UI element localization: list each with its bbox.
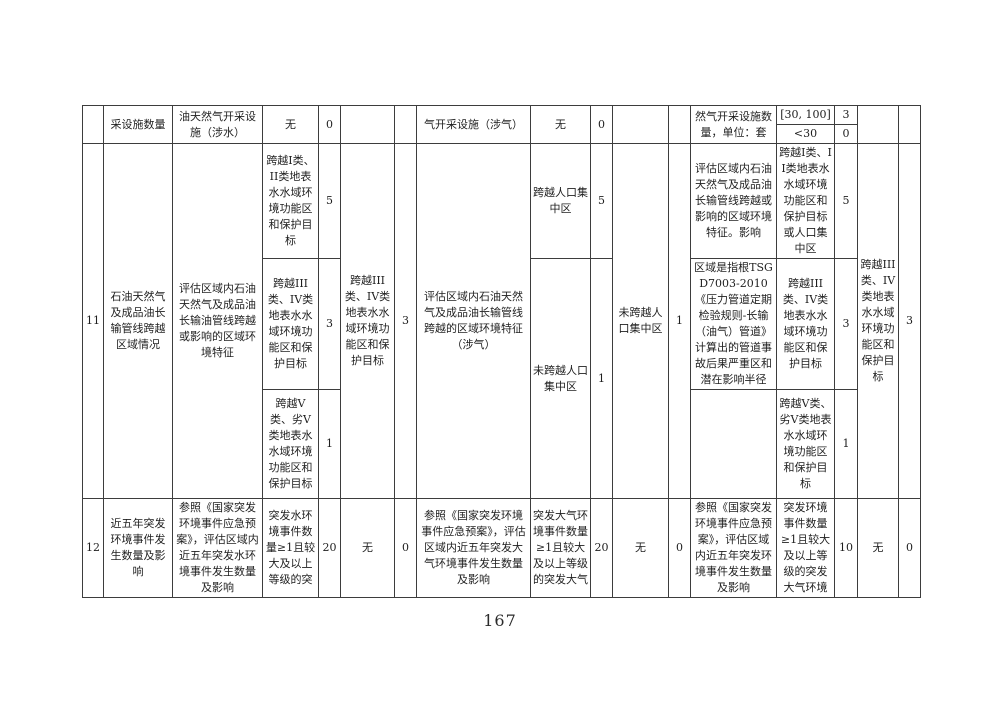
r11-air-content-cell: 评估区域内石油天然气及成品油长输管线跨越的区域环境特征（涉气） <box>416 143 531 499</box>
r11-water-grade-1-cell: 跨越I类、II类地表水水域环境功能区和保护目标 <box>262 143 319 259</box>
r12-air-grade-cell: 突发大气环境事件数量≥1且较大及以上等级的突发大气 <box>530 498 591 598</box>
r11-water-content-cell: 评估区域内石油天然气及成品油长输油管线跨越或影响的区域环境特征 <box>172 143 263 499</box>
r10-overall-grade-1-cell: [30, 100] <box>776 105 835 125</box>
r11-overall-grade-2-cell: 跨越III类、IV类地表水水域环境功能区和保护目标 <box>776 258 835 390</box>
r12-water-score-cell: 0 <box>394 498 417 598</box>
r11-overall-grade-3-cell: 跨越V类、劣V类地表水水域环境功能区和保护目标 <box>776 389 835 499</box>
r12-no-cell: 12 <box>82 498 104 598</box>
r11-water-result-cell: 跨越III类、IV类地表水水域环境功能区和保护目标 <box>340 143 395 499</box>
r11-water-points-2-cell: 3 <box>318 258 341 390</box>
r12-air-score-cell: 0 <box>668 498 691 598</box>
r10-water-points-cell: 0 <box>318 105 341 144</box>
r11-indicator-cell: 石油天然气及成品油长输管线跨越区域情况 <box>103 143 173 499</box>
r10-air-result-cell <box>612 105 669 144</box>
r11-overall-content-3-cell <box>690 389 777 499</box>
table-row: 跨越III类、IV类地表水水域环境功能区和保护目标 3 未跨越人口集中区 1 区… <box>83 258 921 499</box>
r11-water-points-3-cell: 1 <box>318 389 341 499</box>
r12-overall-score-cell: 0 <box>898 498 921 598</box>
r11-water-points-1-cell: 5 <box>318 143 341 259</box>
r11-overall-points-1-cell: 5 <box>834 143 858 259</box>
r11-overall-points-3-cell: 1 <box>834 389 858 499</box>
r12-water-result-cell: 无 <box>340 498 395 598</box>
page-number: 167 <box>483 611 517 630</box>
r12-overall-points-cell: 10 <box>834 498 858 598</box>
r10-overall-points-2-cell: 0 <box>834 124 858 144</box>
r12-air-content-cell: 参照《国家突发环境事件应急预案》，评估区域内近五年突发大气环境事件发生数量及影响 <box>416 498 531 598</box>
r12-air-result-cell: 无 <box>612 498 669 598</box>
r10-overall-content-cell: 然气开采设施数量，单位：套 <box>690 105 777 144</box>
r11-air-result-cell: 未跨越人口集中区 <box>612 143 669 499</box>
r12-overall-result-cell: 无 <box>857 498 899 598</box>
r12-air-points-cell: 20 <box>590 498 613 598</box>
r10-air-points-cell: 0 <box>590 105 613 144</box>
r10-air-grade-cell: 无 <box>530 105 591 144</box>
r11-air-grade-2-cell: 未跨越人口集中区 <box>530 258 591 499</box>
r10-indicator-cell: 采设施数量 <box>103 105 173 144</box>
r10-overall-result-cell <box>857 105 899 144</box>
r10-overall-points-1-cell: 3 <box>834 105 858 125</box>
r10-air-score-cell <box>668 105 691 144</box>
r10-overall-grade-2-cell: <30 <box>776 124 835 144</box>
r11-water-grade-2-cell: 跨越III类、IV类地表水水域环境功能区和保护目标 <box>262 258 319 390</box>
table-row: 11 石油天然气及成品油长输管线跨越区域情况 评估区域内石油天然气及成品油长输油… <box>82 143 921 499</box>
r11-overall-result-cell: 跨越III类、IV类地表水水域环境功能区和保护目标 <box>857 143 899 499</box>
r12-overall-content-cell: 参照《国家突发环境事件应急预案》，评估区域内近五年突发环境事件发生数量及影响 <box>690 498 777 598</box>
table-row: 跨越V类、劣V类地表水水域环境功能区和保护目标 1 跨越V类、劣V类地表水水域环… <box>83 389 921 499</box>
r11-overall-grade-1-cell: 跨越I类、II类地表水水域环境功能区和保护目标或人口集中区 <box>776 143 835 259</box>
r10-water-score-cell <box>394 105 417 144</box>
r10-air-content-cell: 气开采设施（涉气） <box>416 105 531 144</box>
r12-water-grade-cell: 突发水环境事件数量≥1且较大及以上等级的突 <box>262 498 319 598</box>
r12-water-content-cell: 参照《国家突发环境事件应急预案》，评估区域内近五年突发水环境事件发生数量及影响 <box>172 498 263 598</box>
r11-overall-score-cell: 3 <box>898 143 921 499</box>
r12-indicator-cell: 近五年突发环境事件发生数量及影响 <box>103 498 173 598</box>
r12-overall-grade-cell: 突发环境事件数量≥1且较大及以上等级的突发大气环境 <box>776 498 835 598</box>
indicator-grading-table: 采设施数量 油天然气开采设施（涉水） 无 0 气开采设施（涉气） 无 0 然气开… <box>82 105 921 598</box>
r11-overall-points-2-cell: 3 <box>834 258 858 390</box>
r11-overall-content-2-cell: 区域是指根TSGD7003-2010《压力管道定期检验规则-长输（油气）管道》计… <box>690 258 777 390</box>
r10-water-result-cell <box>340 105 395 144</box>
r11-air-score-cell: 1 <box>668 143 691 499</box>
r11-overall-content-1-cell: 评估区域内石油天然气及成品油长输管线跨越或影响的区域环境特征。影响 <box>690 143 777 259</box>
r11-water-score-cell: 3 <box>394 143 417 499</box>
r12-water-points-cell: 20 <box>318 498 341 598</box>
r11-air-grade-1-cell: 跨越人口集中区 <box>530 143 591 259</box>
table-row: 12 近五年突发环境事件发生数量及影响 参照《国家突发环境事件应急预案》，评估区… <box>82 498 921 598</box>
r10-overall-score-cell <box>898 105 921 144</box>
r11-water-grade-3-cell: 跨越V类、劣V类地表水水域环境功能区和保护目标 <box>262 389 319 499</box>
table-row: 采设施数量 油天然气开采设施（涉水） 无 0 气开采设施（涉气） 无 0 然气开… <box>82 105 921 144</box>
r10-no-cell <box>82 105 104 144</box>
r11-no-cell: 11 <box>82 143 104 499</box>
r10-water-content-cell: 油天然气开采设施（涉水） <box>172 105 263 144</box>
r11-air-points-2-cell: 1 <box>590 258 613 499</box>
r10-water-grade-cell: 无 <box>262 105 319 144</box>
r11-air-points-1-cell: 5 <box>590 143 613 259</box>
